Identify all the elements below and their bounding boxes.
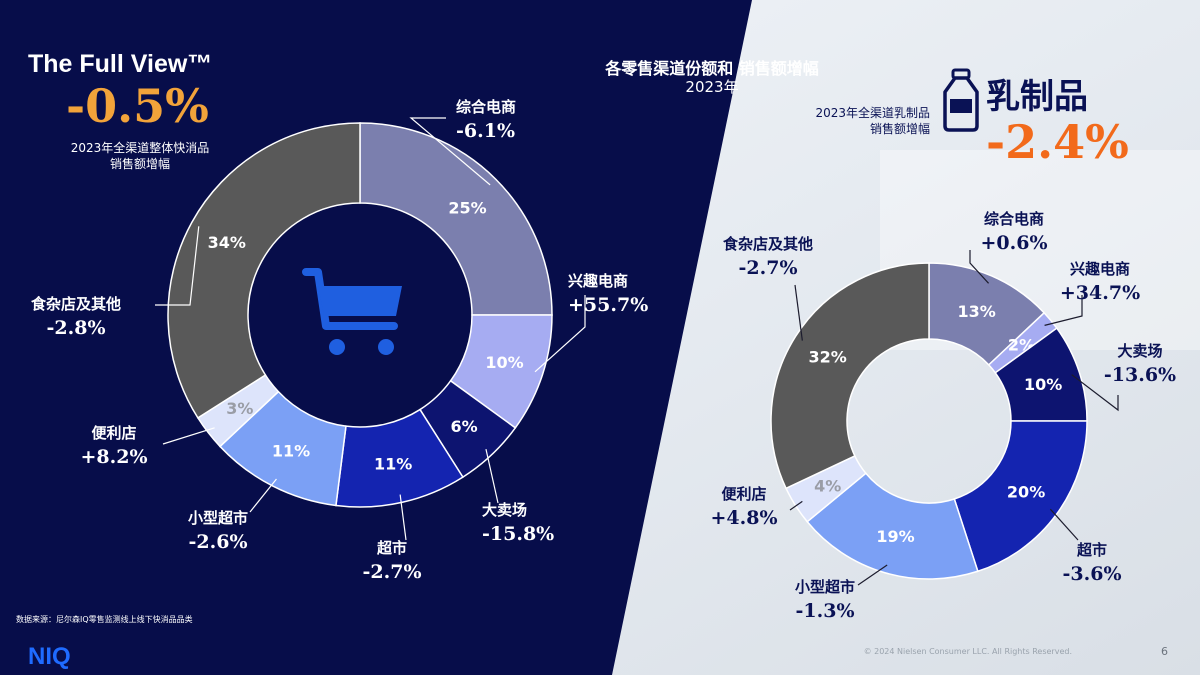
slice-value-interest-ecommerce: 10% [485, 353, 523, 372]
channel-name-interest-ecommerce: 兴趣电商 [1070, 260, 1130, 278]
channel-name-convenience: 便利店 [721, 485, 766, 503]
channel-name-supermarket: 超市 [376, 539, 407, 557]
slice-value-grocery-other: 32% [809, 348, 847, 367]
source-note: 数据来源：尼尔森IQ零售监测线上线下快消品品类 [16, 614, 193, 624]
left-dark-panel [0, 0, 752, 675]
milk-bottle-icon [943, 68, 979, 132]
callout-line-ecommerce [409, 117, 491, 186]
callout-line-hypermarket [485, 448, 499, 504]
callout-line-supermarket [399, 494, 407, 541]
slice-value-ecommerce: 13% [958, 302, 996, 321]
slice-value-hypermarket: 10% [1024, 375, 1062, 394]
callout-line-ecommerce [969, 250, 990, 284]
channel-growth-convenience: +8.2% [80, 446, 147, 468]
slice-supermarket [953, 420, 1088, 573]
slice-value-mini-supermarket: 11% [272, 441, 310, 460]
slice-value-grocery-other: 34% [208, 233, 246, 252]
full-view-donut-chart: 25% 综合电商 -6.1% 10% 兴趣电商 +55.7% 6% 大卖场 -15.8% 11% 超… [31, 98, 648, 583]
callout-line-mini-supermarket [249, 478, 277, 513]
callout-line-hypermarket [1071, 374, 1119, 412]
channel-growth-hypermarket: -13.6% [1104, 364, 1176, 386]
channel-growth-grocery-other: -2.8% [47, 317, 106, 339]
callout-line-interest-ecommerce [534, 295, 586, 373]
channel-growth-interest-ecommerce: +55.7% [568, 294, 648, 316]
channel-share-title: 各零售渠道份额和 销售额增幅 [604, 59, 819, 78]
slice-value-supermarket: 11% [374, 454, 412, 473]
channel-growth-interest-ecommerce: +34.7% [1060, 282, 1140, 304]
dairy-desc-2: 销售额增幅 [870, 121, 930, 136]
shopping-cart-icon [302, 268, 402, 355]
callout-line-convenience [162, 427, 215, 445]
callout-line-convenience [789, 500, 803, 511]
channel-growth-supermarket: -2.7% [363, 561, 422, 583]
channel-share-year: 2023年 [685, 78, 738, 96]
callout-line-supermarket [1049, 508, 1079, 541]
channel-growth-ecommerce: +0.6% [980, 232, 1047, 254]
channel-growth-supermarket: -3.6% [1063, 563, 1122, 585]
slice-ecommerce [359, 122, 553, 316]
channel-name-hypermarket: 大卖场 [482, 501, 527, 519]
full-view-desc-2: 销售额增幅 [110, 156, 170, 171]
channel-name-hypermarket: 大卖场 [1117, 342, 1162, 360]
slice-grocery-other [167, 122, 361, 419]
channel-name-ecommerce: 综合电商 [984, 210, 1044, 228]
dairy-desc-1: 2023年全渠道乳制品 [815, 105, 930, 120]
callout-line-grocery-other [794, 284, 803, 341]
channel-growth-grocery-other: -2.7% [739, 257, 798, 279]
dairy-value: -2.4% [986, 115, 1129, 169]
slice-grocery-other [770, 262, 930, 490]
callout-line-mini-supermarket [857, 564, 888, 586]
full-view-value: -0.5% [66, 79, 209, 133]
dairy-donut-chart: 13%综合电商+0.6%2%兴趣电商+34.7%10%大卖场-13.6%20%超… [710, 210, 1176, 622]
slice-mini-supermarket [806, 472, 979, 580]
slice-value-convenience: 3% [226, 399, 253, 418]
slice-value-hypermarket: 6% [450, 417, 477, 436]
slice-value-supermarket: 20% [1007, 483, 1045, 502]
channel-growth-mini-supermarket: -1.3% [796, 600, 855, 622]
channel-growth-mini-supermarket: -2.6% [189, 531, 248, 553]
slice-value-convenience: 4% [814, 476, 841, 495]
full-view-desc-1: 2023年全渠道整体快消品 [71, 140, 210, 155]
channel-growth-hypermarket: -15.8% [482, 523, 554, 545]
slice-value-ecommerce: 25% [448, 199, 486, 218]
dairy-title: 乳制品 [986, 77, 1088, 117]
slice-value-mini-supermarket: 19% [876, 527, 914, 546]
callout-line-grocery-other [155, 226, 200, 306]
channel-name-mini-supermarket: 小型超市 [795, 578, 855, 596]
page-number: 6 [1161, 645, 1168, 658]
channel-name-grocery-other: 食杂店及其他 [31, 295, 121, 313]
channel-name-grocery-other: 食杂店及其他 [723, 235, 813, 253]
channel-name-mini-supermarket: 小型超市 [188, 509, 248, 527]
callout-line-interest-ecommerce [1044, 295, 1083, 326]
channel-name-ecommerce: 综合电商 [456, 98, 516, 116]
copyright-text: © 2024 Nielsen Consumer LLC. All Rights … [864, 647, 1072, 656]
channel-name-supermarket: 超市 [1076, 541, 1107, 559]
channel-growth-convenience: +4.8% [710, 507, 777, 529]
channel-name-convenience: 便利店 [91, 424, 136, 442]
niq-logo: NIQ [28, 643, 71, 670]
channel-name-interest-ecommerce: 兴趣电商 [568, 272, 628, 290]
channel-growth-ecommerce: -6.1% [456, 120, 515, 142]
full-view-title: The Full View™ [28, 50, 212, 78]
